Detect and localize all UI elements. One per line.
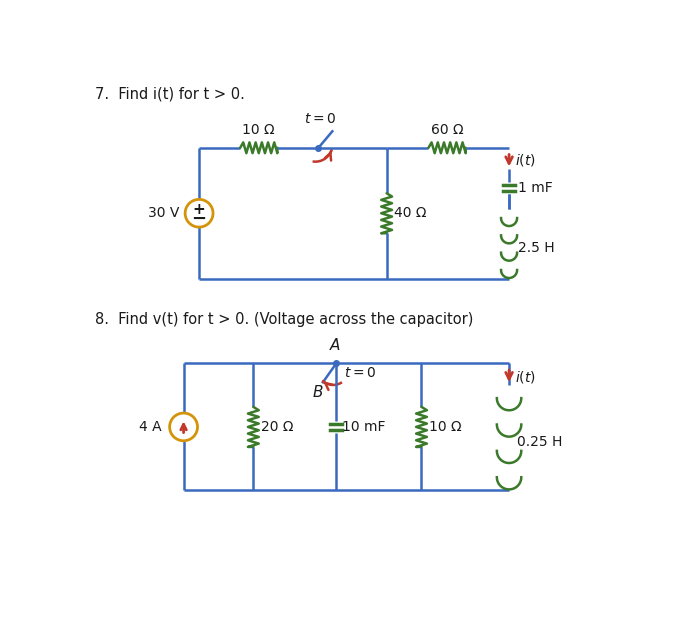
- Text: 40 Ω: 40 Ω: [394, 207, 427, 220]
- Text: $t = 0$: $t = 0$: [304, 112, 336, 126]
- Text: 20 Ω: 20 Ω: [261, 420, 294, 434]
- Text: 10 Ω: 10 Ω: [242, 123, 275, 137]
- Text: $t = 0$: $t = 0$: [344, 366, 376, 379]
- Text: $i(t)$: $i(t)$: [515, 152, 536, 168]
- Text: 10 mF: 10 mF: [342, 420, 386, 434]
- Text: 8.  Find v(t) for t > 0. (Voltage across the capacitor): 8. Find v(t) for t > 0. (Voltage across …: [95, 312, 474, 327]
- Text: 30 V: 30 V: [148, 207, 179, 220]
- Text: $i(t)$: $i(t)$: [515, 369, 536, 385]
- Text: 7.  Find i(t) for t > 0.: 7. Find i(t) for t > 0.: [95, 87, 245, 102]
- Text: 1 mF: 1 mF: [518, 181, 553, 195]
- Text: 4 A: 4 A: [139, 420, 162, 434]
- Text: 2.5 H: 2.5 H: [518, 241, 555, 255]
- Text: A: A: [329, 338, 340, 353]
- Text: B: B: [313, 385, 323, 400]
- Text: +: +: [192, 202, 205, 217]
- Text: 0.25 H: 0.25 H: [517, 435, 562, 449]
- Text: 60 Ω: 60 Ω: [431, 123, 463, 137]
- Text: 10 Ω: 10 Ω: [429, 420, 462, 434]
- Text: −: −: [192, 210, 207, 228]
